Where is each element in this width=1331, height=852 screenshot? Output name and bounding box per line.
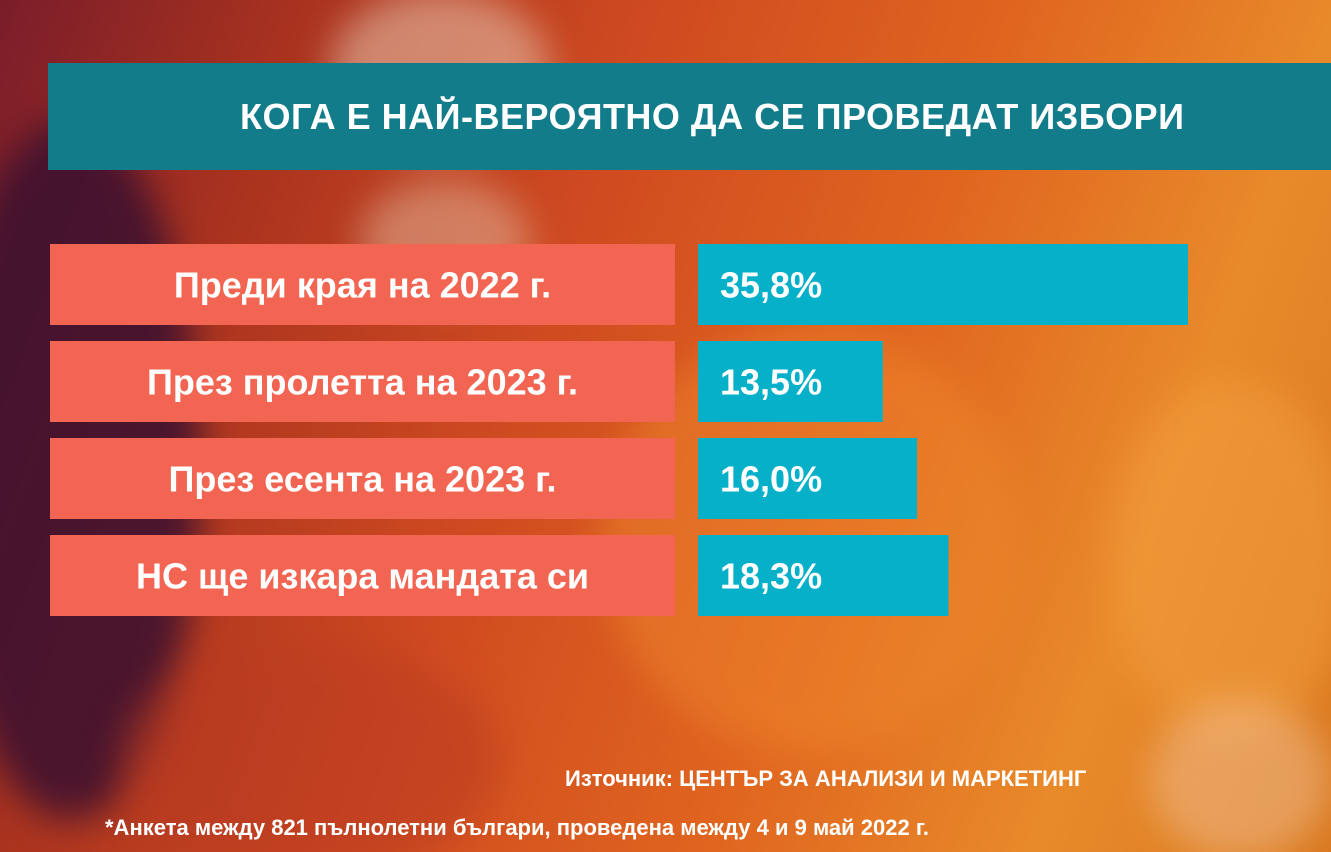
background-shape: [1110, 380, 1331, 740]
bar: [698, 535, 949, 616]
value-label: 18,3%: [720, 556, 822, 597]
value-label: 35,8%: [720, 265, 822, 306]
title-band: [48, 63, 1331, 170]
category-box: [50, 244, 675, 325]
bar: [698, 244, 1188, 325]
chart-title: КОГА Е НАЙ-ВЕРОЯТНО ДА СЕ ПРОВЕДАТ ИЗБОР…: [240, 96, 1185, 137]
value-label: 16,0%: [720, 459, 822, 500]
value-label: 13,5%: [720, 362, 822, 403]
category-label: НС ще изкара мандата си: [136, 556, 589, 597]
category-box: [50, 535, 675, 616]
category-box: [50, 438, 675, 519]
category-label: През пролетта на 2023 г.: [147, 362, 578, 403]
background-shape: [120, 640, 500, 852]
bar: [698, 438, 917, 519]
category-label: През есента на 2023 г.: [168, 459, 556, 500]
footnote-text: *Анкета между 821 пълнолетни българи, пр…: [105, 815, 929, 840]
bar: [698, 341, 883, 422]
category-label: Преди края на 2022 г.: [174, 265, 551, 306]
category-box: [50, 341, 675, 422]
source-text: Източник: ЦЕНТЪР ЗА АНАЛИЗИ И МАРКЕТИНГ: [565, 766, 1087, 791]
background-shape: [1150, 700, 1330, 852]
